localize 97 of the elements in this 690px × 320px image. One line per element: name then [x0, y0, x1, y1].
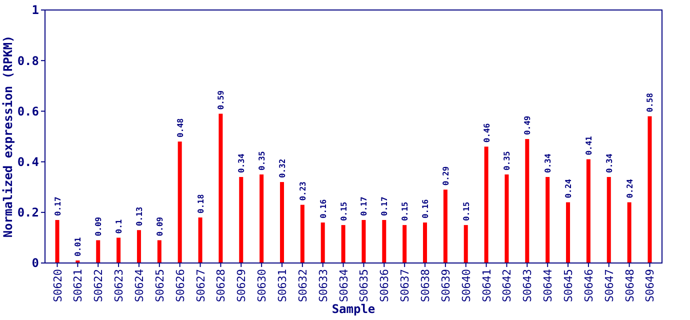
x-tick-label: S0641 — [480, 269, 494, 302]
bar — [341, 225, 346, 263]
bar — [362, 220, 366, 263]
data-label: 0.49 — [523, 116, 532, 136]
data-label: 0.34 — [237, 154, 246, 173]
y-tick-label: 0.2 — [17, 206, 39, 220]
bar — [546, 176, 550, 263]
bar — [300, 204, 304, 263]
bar — [525, 139, 530, 263]
bar — [260, 174, 264, 263]
data-label: 0.35 — [258, 151, 267, 170]
bar — [423, 222, 428, 263]
data-label: 0.17 — [380, 196, 390, 216]
bar — [96, 240, 100, 263]
x-tick-label: S0634 — [337, 268, 350, 302]
x-tick-label: S0628 — [214, 269, 228, 302]
x-tick-label: S0621 — [72, 269, 85, 302]
data-label: 0.59 — [216, 90, 226, 110]
bar — [136, 230, 141, 263]
bar — [504, 174, 509, 263]
data-label: 0.23 — [298, 181, 308, 201]
x-tick-label: S0644 — [542, 268, 555, 302]
x-tick-label: S0629 — [235, 269, 248, 302]
data-label: 0.24 — [564, 178, 574, 198]
x-tick-label: S0647 — [602, 269, 616, 302]
x-tick-label: S0625 — [153, 269, 166, 302]
data-label: 0.15 — [462, 202, 471, 222]
bar — [178, 142, 182, 263]
x-tick-label: S0640 — [460, 269, 473, 302]
bar — [157, 240, 162, 263]
y-tick-label: 0.6 — [17, 104, 39, 118]
x-tick-label: S0648 — [623, 269, 636, 302]
data-label: 0.18 — [196, 194, 206, 214]
data-label: 0.17 — [360, 196, 369, 216]
bar — [648, 116, 652, 263]
bar — [55, 220, 60, 263]
x-tick-label: S0623 — [112, 269, 126, 302]
data-label: 0.09 — [94, 216, 104, 236]
bar — [586, 159, 590, 263]
x-tick-label: S0637 — [398, 269, 412, 302]
x-tick-label: S0643 — [521, 269, 534, 302]
y-tick-label: 0 — [32, 256, 39, 270]
x-tick-label: S0638 — [419, 269, 432, 302]
y-tick-label: 0.4 — [17, 155, 39, 169]
bar — [464, 225, 468, 263]
bar — [198, 217, 202, 263]
data-label: 0.1 — [114, 219, 124, 234]
bar — [627, 202, 632, 263]
data-label: 0.48 — [176, 118, 185, 138]
x-tick-label: S0639 — [439, 269, 452, 302]
bar — [280, 182, 284, 263]
y-tick-label: 1 — [32, 3, 39, 18]
x-tick-label: S0627 — [194, 269, 208, 302]
bar — [320, 222, 325, 263]
x-tick-label: S0636 — [378, 269, 392, 302]
data-label: 0.24 — [625, 178, 634, 198]
x-axis-title: Sample — [332, 302, 376, 316]
y-tick-label: 0.8 — [17, 54, 39, 68]
x-tick-label: S0649 — [644, 269, 657, 302]
data-label: 0.16 — [421, 199, 430, 219]
x-tick-label: S0620 — [51, 269, 64, 302]
y-axis-title: Normalized expression (RPKM) — [1, 35, 15, 238]
bar — [116, 238, 121, 263]
bar — [402, 225, 407, 263]
bar — [443, 190, 448, 263]
data-label: 0.09 — [155, 216, 164, 236]
data-label: 0.46 — [482, 123, 492, 143]
bar — [218, 114, 223, 263]
bar — [606, 176, 611, 263]
data-label: 0.16 — [318, 199, 328, 219]
bar — [239, 176, 244, 263]
bar — [566, 202, 570, 263]
data-label: 0.15 — [339, 202, 348, 222]
x-tick-label: S0622 — [92, 269, 106, 302]
data-label: 0.58 — [646, 92, 655, 112]
data-label: 0.34 — [544, 154, 553, 173]
x-tick-label: S0633 — [316, 269, 330, 302]
x-tick-label: S0645 — [562, 269, 576, 302]
x-tick-label: S0631 — [276, 269, 289, 302]
bar — [484, 146, 488, 263]
data-label: 0.35 — [502, 151, 512, 170]
data-label: 0.29 — [441, 166, 450, 186]
x-tick-label: S0646 — [582, 269, 596, 302]
x-tick-label: S0624 — [132, 268, 146, 302]
data-label: 0.15 — [400, 202, 410, 222]
data-label: 0.13 — [134, 206, 144, 226]
x-tick-label: S0626 — [174, 269, 187, 302]
x-tick-label: S0630 — [256, 269, 269, 302]
x-tick-label: S0632 — [296, 269, 310, 302]
x-tick-label: S0635 — [358, 269, 371, 302]
data-label: 0.41 — [584, 136, 594, 156]
data-label: 0.34 — [604, 154, 614, 173]
data-label: 0.17 — [53, 196, 62, 216]
data-label: 0.32 — [278, 158, 287, 178]
bar — [382, 220, 386, 263]
x-tick-label: S0642 — [500, 269, 514, 302]
data-label: 0.01 — [74, 237, 83, 256]
